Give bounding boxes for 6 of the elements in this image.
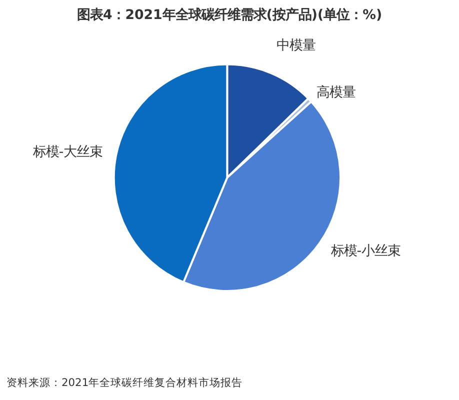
slice-label: 标模-大丝束 <box>32 144 103 160</box>
slice-label: 标模-小丝束 <box>330 244 401 260</box>
slice-label: 中模量 <box>276 38 316 54</box>
slice-label: 高模量 <box>316 84 356 101</box>
chart-title: 图表4：2021年全球碳纤维需求(按产品)(单位：%) <box>76 7 382 23</box>
text: 资料来源：2021年全球碳纤维复合材料市场报告 <box>6 376 243 389</box>
